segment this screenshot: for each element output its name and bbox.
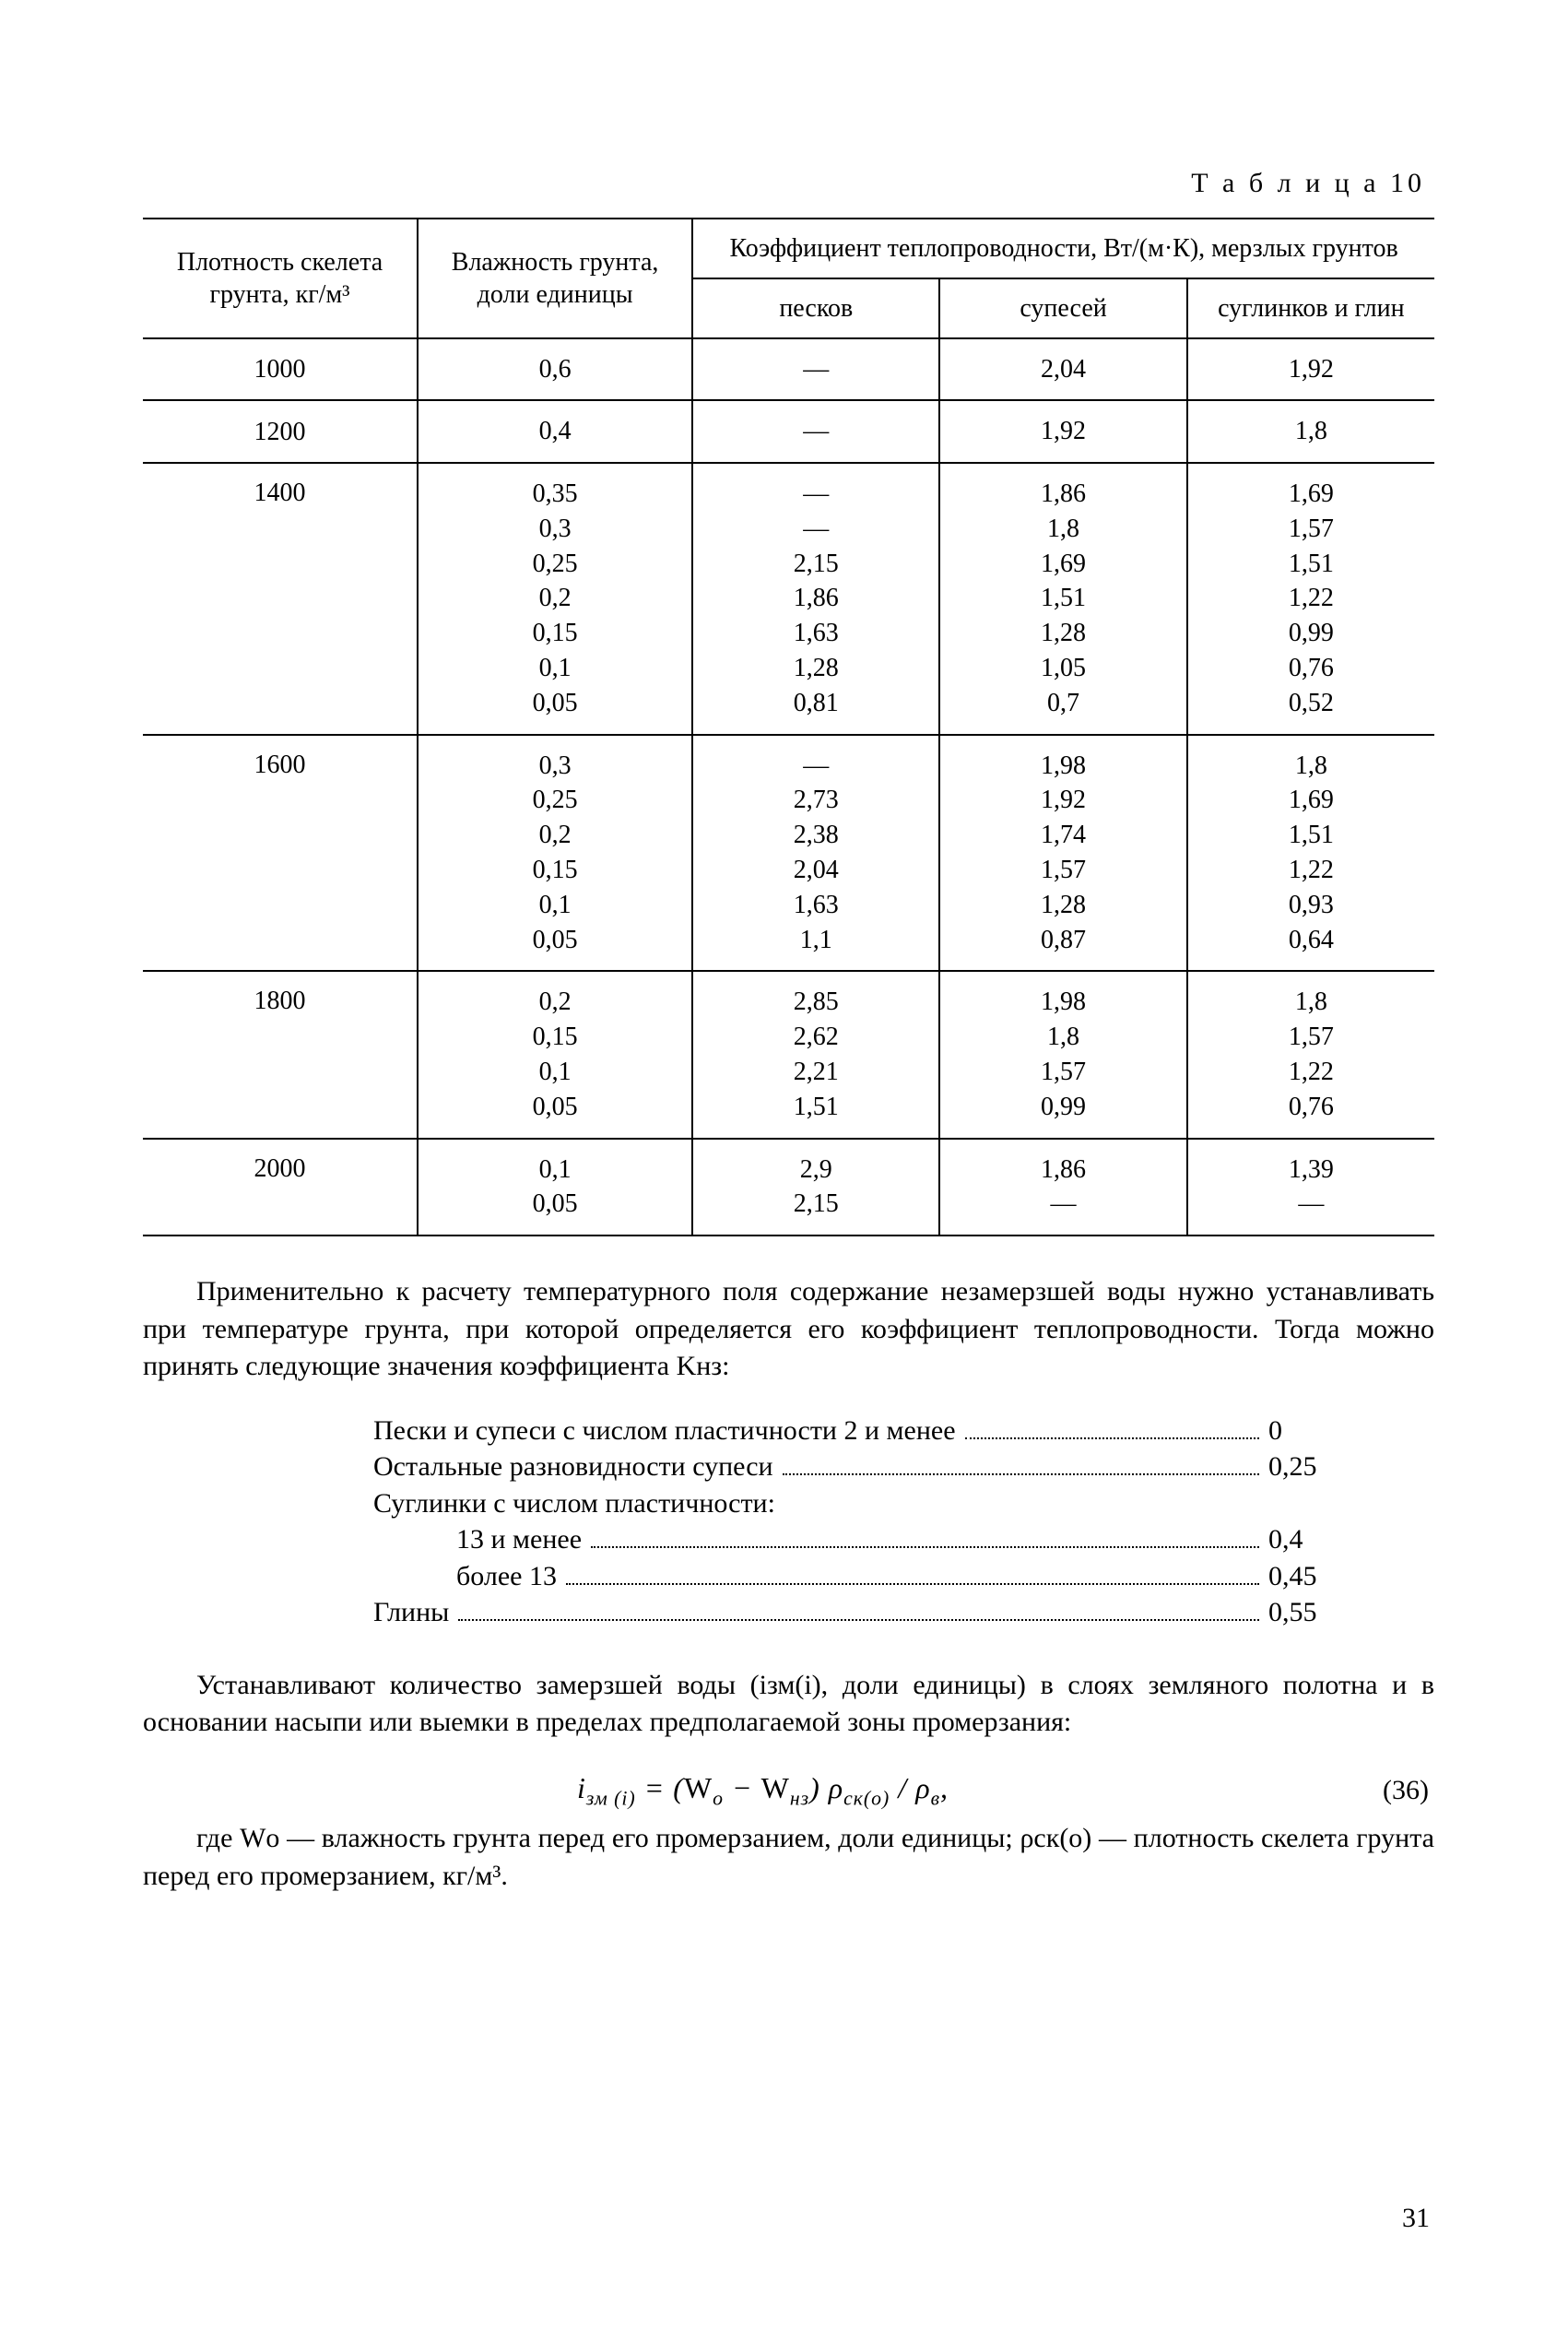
table-cell: 0,20,150,10,05 [418,971,692,1138]
formula-row: iзм (i) = (Wо − Wнз) ρск(о) / ρв, (36) [143,1769,1434,1812]
header-sandy-loam: супесей [939,278,1186,338]
coefficient-row: более 13 0,45 [373,1559,1333,1594]
coefficient-row: Пески и супеси с числом пластичности 2 и… [373,1413,1333,1448]
table-cell: 1,981,81,570,99 [939,971,1186,1138]
paragraph-3: где Wо — влажность грунта перед его пром… [143,1820,1434,1895]
table-cell: 2,852,622,211,51 [692,971,939,1138]
table-cell: 1600 [143,735,418,972]
paragraph-1: Применительно к расчету температурного п… [143,1273,1434,1386]
table-cell: 2000 [143,1139,418,1236]
table-cell: 1,861,81,691,511,281,050,7 [939,463,1186,735]
header-loam-clay: суглинков и глин [1187,278,1434,338]
table-cell: 0,30,250,20,150,10,05 [418,735,692,972]
table-cell: 1400 [143,463,418,735]
leader-dots [965,1419,1259,1439]
table-cell: 1,92 [1187,338,1434,401]
table-cell: 1,92 [939,400,1186,463]
paragraph-2: Устанавливают количество замерзшей воды … [143,1667,1434,1742]
table-caption: Т а б л и ц а 10 [143,166,1434,201]
header-density: Плотность скелета грунта, кг/м³ [143,219,418,338]
page-number: 31 [1402,2201,1430,2236]
table-cell: — [692,338,939,401]
leader-dots [566,1565,1259,1585]
table-cell: —2,732,382,041,631,1 [692,735,939,972]
coefficient-row: Глины 0,55 [373,1595,1333,1630]
coefficient-label: 13 и менее [456,1522,582,1557]
thermal-conductivity-table: Плотность скелета грунта, кг/м³ Влажност… [143,218,1434,1237]
coefficient-label: Пески и супеси с числом пластичности 2 и… [373,1413,956,1448]
header-group: Коэффициент теплопроводности, Вт/(м·К), … [692,219,1434,278]
table-cell: 2,04 [939,338,1186,401]
leader-dots [591,1529,1259,1549]
coefficient-row: Остальные разновидности супеси 0,25 [373,1449,1333,1484]
formula-36: iзм (i) = (Wо − Wнз) ρск(о) / ρв, [143,1769,1383,1812]
table-cell: 0,4 [418,400,692,463]
table-cell: 1,81,691,511,220,930,64 [1187,735,1434,972]
coefficient-row: 13 и менее 0,4 [373,1522,1333,1557]
coefficient-label: более 13 [456,1559,557,1594]
table-cell: 1,86— [939,1139,1186,1236]
table-cell: 0,10,05 [418,1139,692,1236]
table-cell: 2,92,15 [692,1139,939,1236]
coefficient-value: 0 [1268,1413,1333,1448]
table-cell: 1,8 [1187,400,1434,463]
table-cell: 1,39— [1187,1139,1434,1236]
table-cell: 1,81,571,220,76 [1187,971,1434,1138]
coefficient-value: 0,25 [1268,1449,1333,1484]
table-cell: 1,981,921,741,571,280,87 [939,735,1186,972]
coefficient-value: 0,55 [1268,1595,1333,1630]
table-cell: 0,350,30,250,20,150,10,05 [418,463,692,735]
table-cell: 1200 [143,400,418,463]
table-cell: 1800 [143,971,418,1138]
equation-number: (36) [1383,1773,1434,1808]
table-cell: 0,6 [418,338,692,401]
coefficient-label: Суглинки с числом пластичности: [373,1486,775,1521]
coefficient-row: Суглинки с числом пластичности: [373,1486,1333,1521]
table-cell: 1,691,571,511,220,990,760,52 [1187,463,1434,735]
coefficient-list: Пески и супеси с числом пластичности 2 и… [373,1413,1333,1630]
header-sand: песков [692,278,939,338]
header-moisture: Влажность грунта, доли единицы [418,219,692,338]
coefficient-value: 0,4 [1268,1522,1333,1557]
leader-dots [783,1456,1259,1476]
table-cell: — [692,400,939,463]
table-cell: ——2,151,861,631,280,81 [692,463,939,735]
table-cell: 1000 [143,338,418,401]
coefficient-label: Глины [373,1595,449,1630]
leader-dots [458,1602,1259,1622]
coefficient-value: 0,45 [1268,1559,1333,1594]
coefficient-label: Остальные разновидности супеси [373,1449,773,1484]
